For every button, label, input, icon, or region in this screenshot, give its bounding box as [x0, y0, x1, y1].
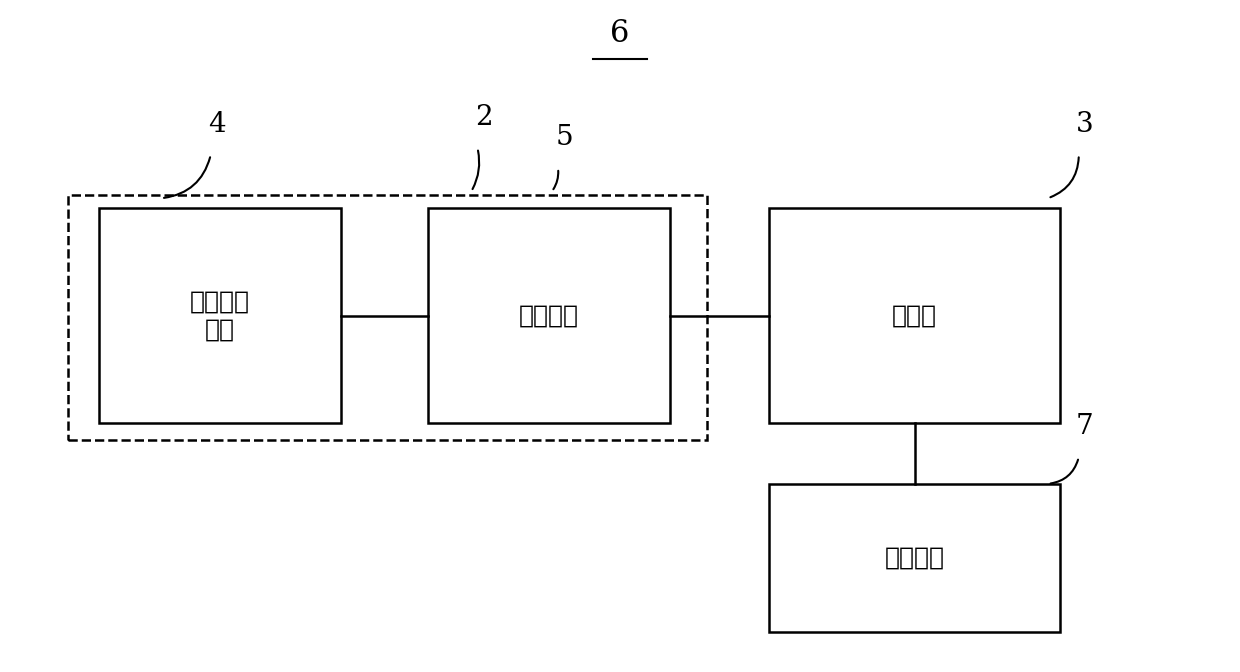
Text: 2: 2 — [475, 104, 492, 131]
Text: 声波采集
单元: 声波采集 单元 — [190, 290, 250, 342]
Bar — [428, 208, 670, 423]
Text: 5: 5 — [556, 124, 573, 151]
Text: 3: 3 — [1076, 111, 1094, 138]
Bar — [769, 484, 1060, 632]
Text: 提示电路: 提示电路 — [884, 546, 945, 570]
Text: 7: 7 — [1076, 413, 1094, 440]
Bar — [769, 208, 1060, 423]
Text: 4: 4 — [208, 111, 226, 138]
Bar — [68, 195, 707, 440]
Text: 放大电路: 放大电路 — [518, 304, 579, 328]
Bar — [99, 208, 341, 423]
Text: 6: 6 — [610, 18, 630, 49]
Text: 单片机: 单片机 — [892, 304, 937, 328]
